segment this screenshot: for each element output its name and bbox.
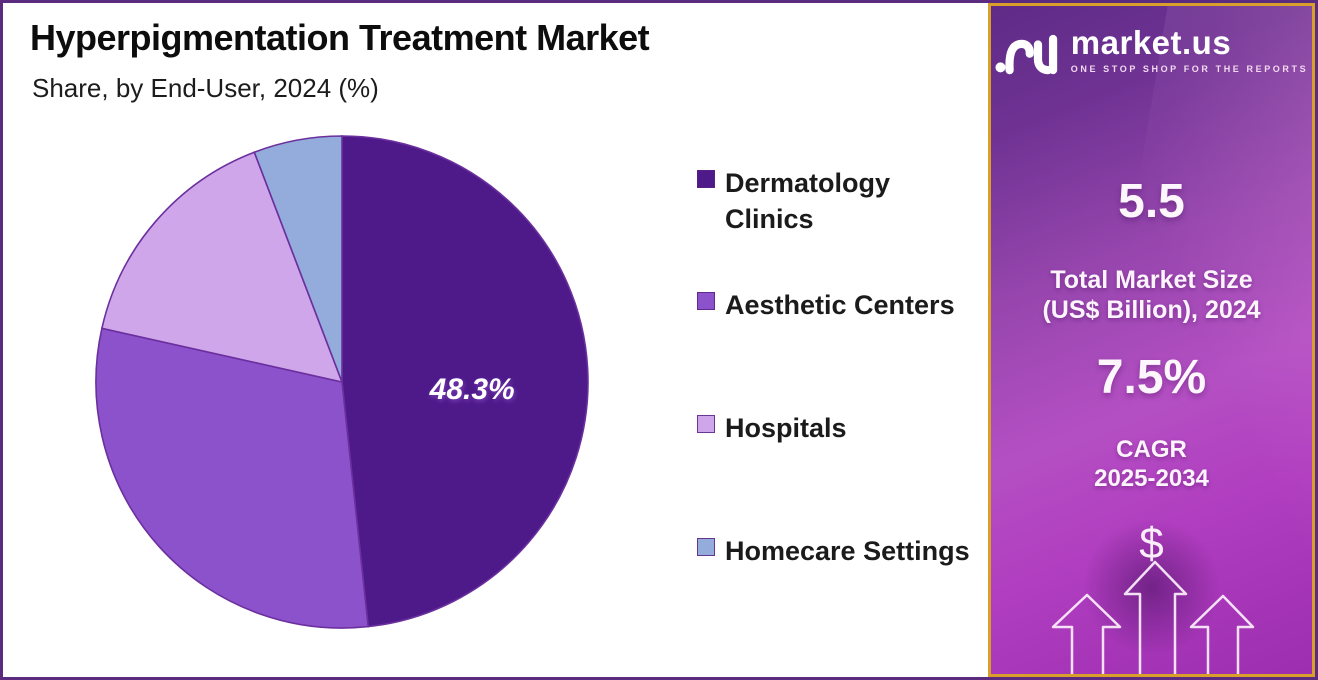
brand-sidebar: market.us ONE STOP SHOP FOR THE REPORTS … — [988, 3, 1315, 677]
legend-swatch — [697, 415, 715, 433]
legend-item: Homecare Settings — [697, 533, 970, 569]
brand-tagline: ONE STOP SHOP FOR THE REPORTS — [1070, 64, 1309, 74]
legend-item: Hospitals — [697, 410, 847, 446]
brand-name: market.us — [1070, 24, 1232, 61]
legend-label: Homecare Settings — [725, 536, 970, 566]
legend-label: Hospitals — [725, 413, 847, 443]
brand-text-block: market.us ONE STOP SHOP FOR THE REPORTS — [1071, 26, 1308, 74]
brand-logo: market.us ONE STOP SHOP FOR THE REPORTS — [991, 24, 1312, 76]
growth-arrows-icon — [1051, 560, 1255, 674]
legend: Dermatology Clinics Aesthetic Centers Hospi… — [697, 165, 987, 605]
cagr-label-line1: CAGR — [1116, 436, 1187, 463]
market-size-label-line1: Total Market Size — [1050, 266, 1253, 294]
legend-item: Dermatology Clinics — [697, 165, 890, 238]
pie-data-label: 48.3% — [429, 373, 515, 406]
cagr-label-line2: 2025-2034 — [1094, 464, 1209, 492]
pie-chart: 48.3% — [95, 135, 589, 629]
chart-subtitle: Share, by End-User, 2024 (%) — [32, 73, 379, 103]
pie-slice — [253, 135, 343, 383]
legend-swatch — [697, 170, 715, 188]
legend-swatch — [697, 538, 715, 556]
pie-slice — [95, 327, 370, 629]
chart-title: Hyperpigmentation Treatment Market — [30, 17, 650, 58]
pie-slice — [341, 135, 589, 628]
cagr-label: CAGR 2025-2034 — [991, 436, 1312, 494]
market-size-label: Total Market Size (US$ Billion), 2024 — [991, 266, 1312, 325]
legend-item: Aesthetic Centers — [697, 287, 955, 323]
market-size-value: 5.5 — [1118, 175, 1185, 228]
cagr-value: 7.5% — [1096, 351, 1207, 404]
legend-label: Dermatology Clinics — [725, 168, 891, 235]
market-size-label-line2: (US$ Billion), 2024 — [1042, 295, 1261, 324]
market-us-logo-icon — [995, 34, 1057, 75]
chart-panel: Hyperpigmentation Treatment Market Share… — [3, 3, 988, 677]
dollar-icon: $ — [1139, 519, 1164, 568]
legend-swatch — [697, 292, 715, 310]
pie-slice — [100, 151, 344, 384]
legend-label: Aesthetic Centers — [725, 290, 955, 320]
